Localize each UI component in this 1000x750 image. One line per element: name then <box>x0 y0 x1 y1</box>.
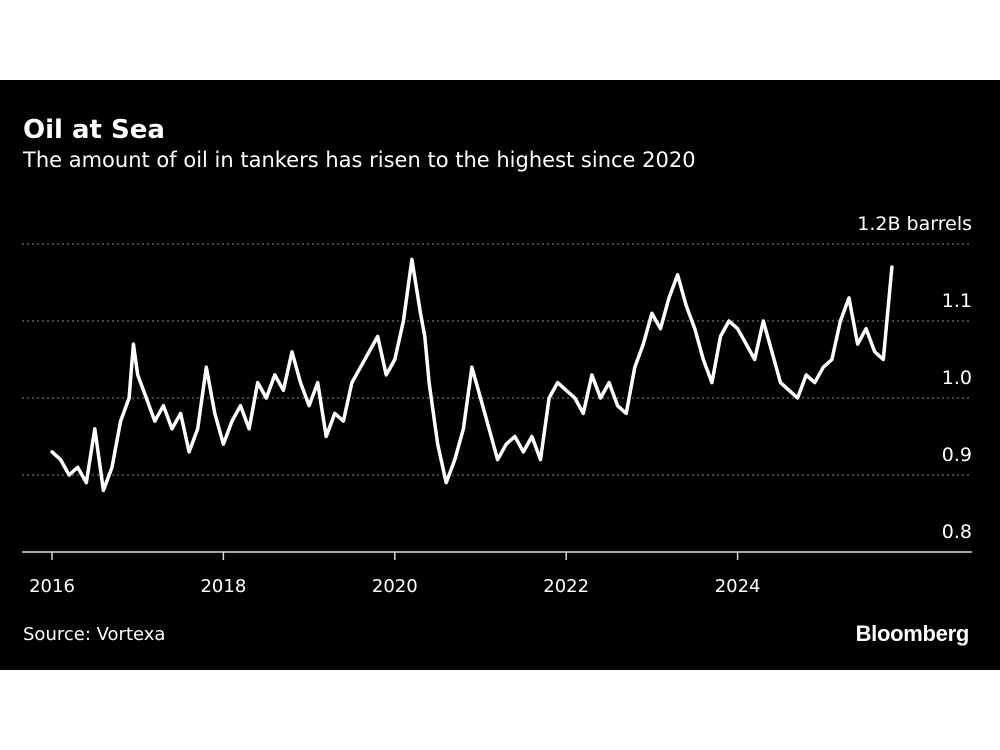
x-axis-labels: 2016 2018 2020 2022 2024 <box>29 576 760 597</box>
y-tick-label: 1.2B barrels <box>857 213 972 235</box>
y-tick-label: 1.1 <box>942 290 972 312</box>
x-tick-label: 2016 <box>29 576 75 597</box>
series-line-oil-in-tankers <box>50 257 894 493</box>
gridlines <box>22 243 972 476</box>
line-chart: 0.8 0.9 1.0 1.1 1.2B barrels 2016 2018 2020 202… <box>22 213 972 597</box>
chart-title: Oil at Sea <box>23 115 165 145</box>
y-tick-label: 0.9 <box>942 444 972 466</box>
source-note: Source: Vortexa <box>23 624 166 645</box>
series-layer <box>50 257 894 493</box>
x-tick-label: 2022 <box>543 576 589 597</box>
y-axis-labels: 0.8 0.9 1.0 1.1 1.2B barrels <box>857 213 972 543</box>
x-tick-label: 2018 <box>200 576 246 597</box>
chart-panel: Oil at Sea The amount of oil in tankers … <box>0 80 1000 670</box>
x-tick-label: 2020 <box>372 576 418 597</box>
x-tick-label: 2024 <box>715 576 761 597</box>
chart-subtitle: The amount of oil in tankers has risen t… <box>23 148 696 172</box>
x-axis <box>22 551 972 560</box>
bloomberg-logo: Bloomberg <box>855 621 970 646</box>
y-tick-label: 1.0 <box>942 367 972 389</box>
y-tick-label: 0.8 <box>942 521 972 543</box>
